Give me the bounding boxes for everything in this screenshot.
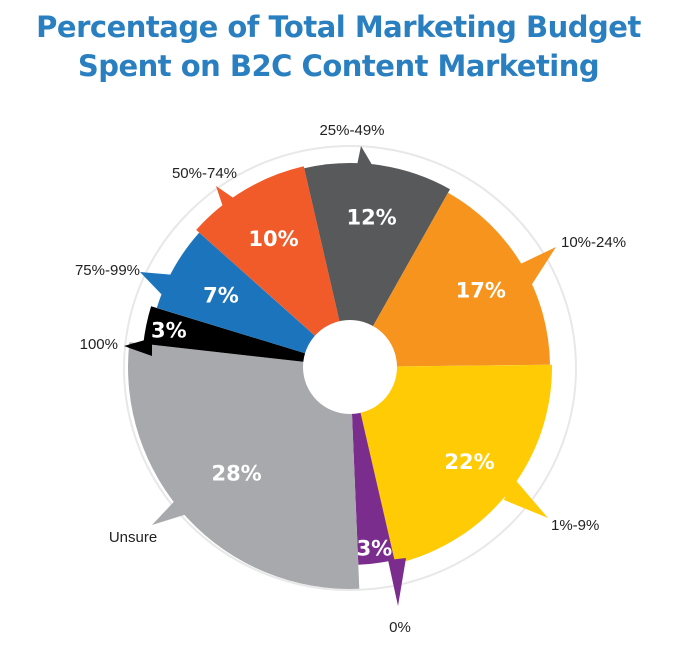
slice-value-label: 3% <box>151 319 187 343</box>
slice-pointer <box>216 186 248 222</box>
pie-slice <box>128 342 360 589</box>
slice-category-label: 50%-74% <box>172 165 237 182</box>
slice-category-label: 100% <box>80 336 118 353</box>
slice-value-label: 7% <box>203 284 239 308</box>
slice-pointer <box>504 476 548 518</box>
slice-pointer <box>355 146 378 175</box>
pie-slice <box>156 232 350 367</box>
slice-pointer <box>388 558 406 606</box>
slice-value-label: 3% <box>357 536 393 560</box>
slice-category-label: 25%-49% <box>319 122 384 139</box>
slice-value-label: 17% <box>456 279 506 303</box>
slice-category-label: Unsure <box>109 529 157 546</box>
pie-slice <box>143 306 350 367</box>
pie-slice <box>350 192 550 367</box>
slice-category-label: 0% <box>389 619 411 636</box>
chart-title-line-2: Spent on B2C Content Marketing <box>77 49 600 83</box>
slice-pointer <box>512 247 556 292</box>
slice-pointer <box>140 272 175 298</box>
pie-slice <box>350 364 553 564</box>
slice-value-label: 12% <box>346 206 396 230</box>
slice-value-label: 28% <box>211 462 261 486</box>
slice-category-label: 1%-9% <box>551 517 599 534</box>
slice-value-label: 22% <box>444 450 494 474</box>
slice-value-label: 10% <box>248 227 298 251</box>
slice-pointer <box>152 490 200 525</box>
pie-center-hole <box>303 320 397 414</box>
pie-slice <box>350 367 395 565</box>
pie-slice <box>304 162 450 367</box>
slice-pointer <box>124 338 152 356</box>
slice-category-label: 75%-99% <box>75 262 140 279</box>
chart-title-line-1: Percentage of Total Marketing Budget <box>36 10 641 44</box>
slice-category-label: 10%-24% <box>561 234 626 251</box>
